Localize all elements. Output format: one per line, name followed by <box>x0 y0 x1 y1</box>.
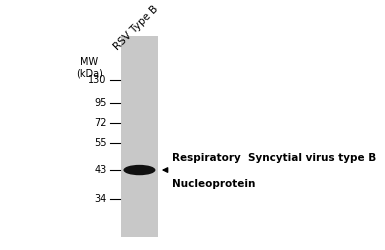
Text: 95: 95 <box>94 98 107 108</box>
Text: Nucleoprotein: Nucleoprotein <box>172 179 256 189</box>
Text: 130: 130 <box>88 75 107 85</box>
Text: RSV Type B: RSV Type B <box>112 4 160 52</box>
Text: MW
(kDa): MW (kDa) <box>76 57 103 78</box>
Ellipse shape <box>124 165 156 175</box>
Text: 34: 34 <box>94 194 107 204</box>
Text: 72: 72 <box>94 118 107 128</box>
Text: 43: 43 <box>94 165 107 175</box>
Text: Respiratory  Syncytial virus type B: Respiratory Syncytial virus type B <box>172 153 377 163</box>
FancyBboxPatch shape <box>121 36 158 237</box>
Text: 55: 55 <box>94 138 107 148</box>
